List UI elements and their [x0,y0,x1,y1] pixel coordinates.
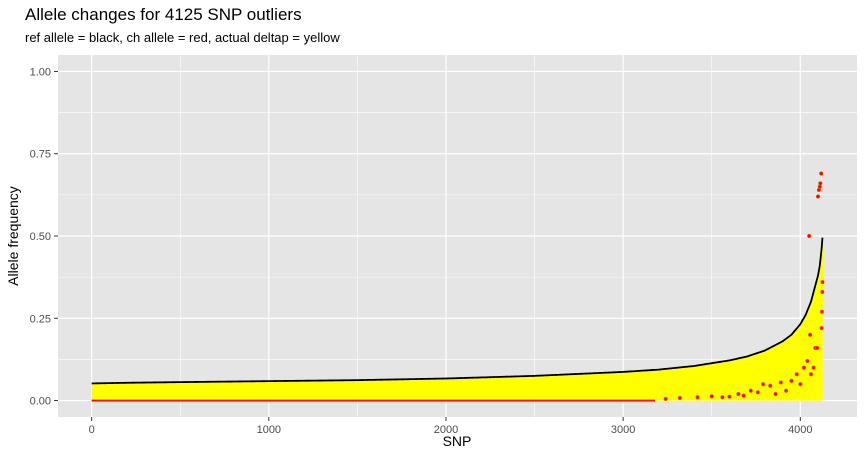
ch-allele-point [820,279,825,285]
ch-allele-point [798,381,803,387]
y-tick-label: 0.75 [30,149,51,161]
deltap-band [91,237,823,401]
ch-allele-point [741,393,746,398]
ch-allele-point [808,372,814,377]
ch-allele-point [663,396,668,402]
ch-allele-point [819,171,824,176]
ch-allele-point [801,365,806,370]
ch-allele-point [761,381,766,387]
ch-allele-point [807,233,812,239]
ch-allele-point [784,388,789,393]
chart-subtitle: ref allele = black, ch allele = red, act… [25,30,340,45]
x-tick-label: 4000 [788,424,812,436]
y-tick-label: 0.00 [30,396,51,408]
ch-allele-point [818,181,823,186]
ch-allele-point [820,289,825,295]
y-tick-label: 0.50 [30,231,51,243]
ch-allele-point [819,326,824,331]
chart-axes: 0 1000 2000 3000 4000 0.00 0.25 0.50 0.75 1.00 [30,66,813,436]
ch-allele-point [727,394,732,399]
x-tick-label: 1000 [257,424,281,436]
chart-marks [91,171,825,402]
x-tick-label: 2000 [434,424,458,436]
ref-allele-line [91,237,824,385]
ch-allele-point [789,378,794,383]
y-tick-label: 0.25 [30,313,51,325]
ch-allele-point [807,332,813,337]
x-axis-label: SNP [443,433,472,449]
ch-allele-point [811,365,816,370]
ch-allele-point [794,372,799,377]
y-axis-label: Allele frequency [5,186,21,286]
ch-allele-point [815,345,820,350]
ch-allele-point [748,388,753,393]
chart-title: Allele changes for 4125 SNP outliers [25,5,302,24]
ch-allele-point [768,383,773,388]
ch-allele-point [695,395,700,400]
ch-allele-point [709,394,714,399]
ch-allele-point [677,395,682,401]
ch-allele-point [755,390,760,395]
ch-allele-point [773,391,778,397]
ch-allele-point [720,395,725,400]
x-tick-label: 0 [89,424,95,436]
ch-allele-point [805,358,810,364]
y-tick-label: 1.00 [30,66,51,78]
ch-allele-point [778,380,783,385]
ch-allele-point [815,194,821,199]
x-tick-label: 3000 [611,424,635,436]
ch-allele-point [819,309,825,314]
ch-allele-point [736,391,741,397]
